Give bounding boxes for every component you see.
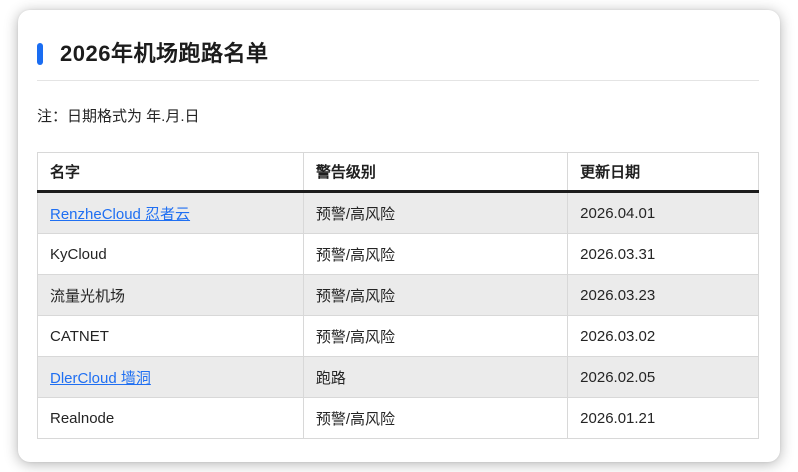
cell-warning-level: 跑路 xyxy=(302,356,569,398)
cell-update-date: 2026.03.02 xyxy=(567,315,759,357)
cell-name: DlerCloud 墙洞 xyxy=(37,356,304,398)
column-header-warning-level: 警告级别 xyxy=(302,152,569,193)
table-row: CATNET 预警/高风险 2026.03.02 xyxy=(37,315,759,357)
cell-update-date: 2026.01.21 xyxy=(567,397,759,439)
cell-update-date: 2026.02.05 xyxy=(567,356,759,398)
title-divider xyxy=(37,80,759,81)
cell-update-date: 2026.04.01 xyxy=(567,191,759,234)
cell-warning-level: 预警/高风险 xyxy=(302,233,569,275)
cell-update-date: 2026.03.23 xyxy=(567,274,759,316)
content-card: 2026年机场跑路名单 注：日期格式为 年.月.日 名字 警告级别 更新日期 R… xyxy=(18,10,780,462)
cell-warning-level: 预警/高风险 xyxy=(302,191,569,234)
table-row: 流量光机场 预警/高风险 2026.03.23 xyxy=(37,274,759,316)
page-title: 2026年机场跑路名单 xyxy=(60,41,269,66)
table-row: Realnode 预警/高风险 2026.01.21 xyxy=(37,397,759,439)
table-header-row: 名字 警告级别 更新日期 xyxy=(37,152,759,193)
title-accent-bar xyxy=(37,43,43,65)
table-row: KyCloud 预警/高风险 2026.03.31 xyxy=(37,233,759,275)
column-header-name: 名字 xyxy=(37,152,304,193)
cell-warning-level: 预警/高风险 xyxy=(302,315,569,357)
table-row: DlerCloud 墙洞 跑路 2026.02.05 xyxy=(37,356,759,398)
column-header-update-date: 更新日期 xyxy=(567,152,759,193)
cell-warning-level: 预警/高风险 xyxy=(302,397,569,439)
cell-name: KyCloud xyxy=(37,233,304,275)
cell-name: RenzheCloud 忍者云 xyxy=(37,191,304,234)
cell-warning-level: 预警/高风险 xyxy=(302,274,569,316)
airport-link[interactable]: RenzheCloud 忍者云 xyxy=(50,205,191,223)
title-row: 2026年机场跑路名单 xyxy=(37,42,759,66)
cell-name: 流量光机场 xyxy=(37,274,304,316)
table-row: RenzheCloud 忍者云 预警/高风险 2026.04.01 xyxy=(37,191,759,234)
cell-name: Realnode xyxy=(37,397,304,439)
cell-update-date: 2026.03.31 xyxy=(567,233,759,275)
airport-runaway-table: 名字 警告级别 更新日期 RenzheCloud 忍者云 预警/高风险 2026… xyxy=(37,152,759,439)
cell-name: CATNET xyxy=(37,315,304,357)
airport-link[interactable]: DlerCloud 墙洞 xyxy=(50,369,151,387)
date-format-note: 注：日期格式为 年.月.日 xyxy=(37,108,200,125)
